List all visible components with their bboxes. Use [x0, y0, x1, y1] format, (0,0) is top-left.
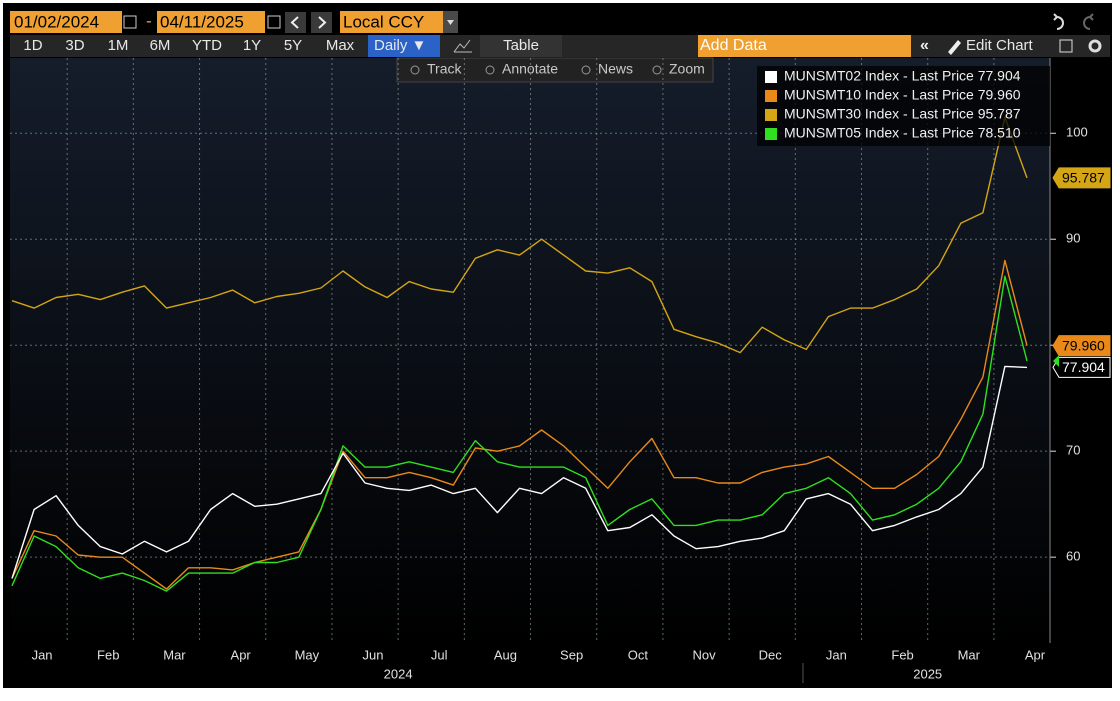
x-tick-label: Oct: [628, 647, 649, 662]
tool-button[interactable]: Zoom: [669, 61, 705, 77]
x-tick-label: Sep: [560, 647, 583, 662]
tool-button[interactable]: News: [598, 61, 633, 77]
tool-icon[interactable]: [581, 65, 591, 75]
date-box[interactable]: [157, 11, 265, 33]
dropdown-icon: [447, 20, 454, 25]
x-tick-label: Jan: [32, 647, 53, 662]
series-line: [11, 116, 1028, 354]
x-tick-label: Jul: [431, 647, 448, 662]
plot-area: [10, 58, 1050, 643]
period-button[interactable]: 3D: [65, 37, 84, 54]
table-button[interactable]: [480, 35, 562, 57]
legend-swatch: [765, 109, 777, 121]
x-tick-label: Dec: [759, 647, 783, 662]
legend-entry: MUNSMT30 Index - Last Price 95.787: [784, 106, 1021, 122]
x-tick-label: Nov: [692, 647, 716, 662]
next-icon: [318, 16, 327, 29]
period-button[interactable]: 1Y: [243, 37, 261, 54]
edit-icon: [948, 40, 961, 55]
date-separator: -: [146, 11, 152, 30]
tool-icon[interactable]: [652, 65, 662, 75]
legend-swatch: [765, 90, 777, 102]
frequency-button[interactable]: [368, 35, 440, 57]
legend-swatch: [765, 71, 777, 83]
date-box[interactable]: [10, 11, 122, 33]
add-data-box[interactable]: [698, 35, 911, 57]
last-price-label: 79.960: [1062, 337, 1105, 353]
prev-icon: [290, 16, 299, 29]
x-tick-label: Mar: [163, 647, 186, 662]
tool-icon[interactable]: [485, 65, 495, 75]
collapse-icon[interactable]: «: [920, 37, 929, 54]
period-button[interactable]: 6M: [150, 37, 171, 54]
period-button[interactable]: Max: [326, 37, 355, 54]
currency[interactable]: Local CCY: [343, 12, 424, 31]
year-label: 2025: [913, 666, 942, 681]
x-tick-label: Feb: [97, 647, 119, 662]
legend-entry: MUNSMT05 Index - Last Price 78.510: [784, 125, 1021, 141]
legend-swatch: [765, 128, 777, 140]
gear-icon[interactable]: [1088, 39, 1102, 53]
last-price-box: [1052, 335, 1111, 357]
end-date[interactable]: 04/11/2025: [160, 12, 244, 31]
calendar-icon[interactable]: [123, 15, 137, 29]
add-data[interactable]: Add Data: [700, 37, 767, 54]
period-button[interactable]: 5Y: [284, 37, 302, 54]
x-tick-label: Jan: [826, 647, 847, 662]
series-line: [11, 259, 1028, 590]
period-button[interactable]: YTD: [192, 37, 222, 54]
tools-bar: [396, 57, 714, 83]
tool-button[interactable]: Track: [427, 61, 462, 77]
last-price-box: [1052, 167, 1111, 189]
currency-box[interactable]: [340, 11, 443, 33]
last-price-marker: [1053, 354, 1059, 367]
legend-box: [757, 66, 1050, 146]
last-price-label: 77.904: [1062, 359, 1105, 375]
year-label: 2024: [384, 666, 413, 681]
y-tick-label: 60: [1066, 549, 1080, 564]
legend-entry: MUNSMT02 Index - Last Price 77.904: [784, 68, 1021, 84]
y-tick-label: 70: [1066, 443, 1080, 458]
next-button[interactable]: [311, 12, 332, 33]
calendar-icon[interactable]: [267, 15, 281, 29]
x-tick-label: Aug: [494, 647, 517, 662]
frequency[interactable]: Daily ▼: [374, 37, 426, 54]
series-line: [11, 365, 1028, 579]
period-button[interactable]: 1D: [23, 37, 42, 54]
x-tick-label: Feb: [891, 647, 913, 662]
y-tick-label: 100: [1066, 125, 1088, 140]
x-tick-label: Apr: [1025, 647, 1046, 662]
tool-icon[interactable]: [410, 65, 420, 75]
start-date[interactable]: 01/02/2024: [14, 12, 99, 31]
x-tick-label: Jun: [363, 647, 384, 662]
undo-icon[interactable]: [1053, 13, 1064, 30]
redo-icon[interactable]: [1083, 13, 1094, 30]
y-tick-label: 90: [1066, 231, 1080, 246]
x-tick-label: Apr: [231, 647, 252, 662]
legend-entry: MUNSMT10 Index - Last Price 79.960: [784, 87, 1021, 103]
settings-icon[interactable]: [1059, 39, 1073, 53]
prev-button[interactable]: [285, 12, 306, 33]
table[interactable]: Table: [503, 37, 539, 54]
chart-type-icon[interactable]: [453, 39, 472, 53]
last-price-label: 95.787: [1062, 170, 1105, 186]
period-button[interactable]: 1M: [108, 37, 129, 54]
edit-chart[interactable]: Edit Chart: [966, 37, 1034, 54]
x-tick-label: May: [295, 647, 320, 662]
x-tick-label: Mar: [958, 647, 981, 662]
series-line: [11, 275, 1028, 592]
